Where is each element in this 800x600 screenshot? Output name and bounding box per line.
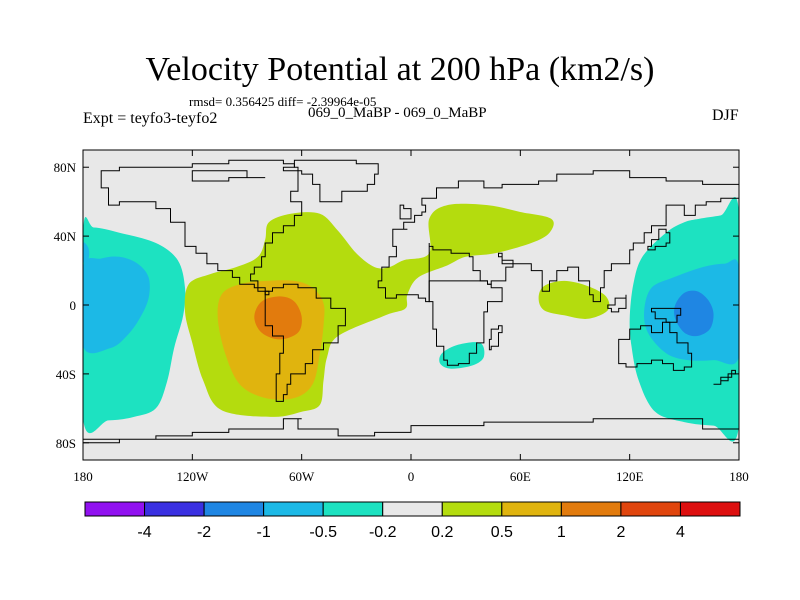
comparison-subtitle: 069_0_MaBP - 069_0_MaBP <box>308 105 487 121</box>
contour-region-pacific-east-minus-inner <box>674 290 714 337</box>
coastline-antarctica <box>83 418 739 444</box>
x-tick-label: 120W <box>176 469 209 484</box>
season-label: DJF <box>712 107 739 124</box>
colorbar-swatch <box>560 501 622 517</box>
x-tick-label: 180 <box>729 469 749 484</box>
chart-title: Velocity Potential at 200 hPa (km2/s) <box>145 51 655 88</box>
coastline-uk <box>399 204 412 220</box>
coastline-japan <box>647 228 671 251</box>
coastline-south-america <box>264 283 346 402</box>
y-tick-label: 40N <box>54 229 77 244</box>
colorbar-swatch <box>322 501 384 517</box>
coastline-north-america <box>100 159 303 296</box>
colorbar-level-label: 0.5 <box>491 524 513 541</box>
colorbar-swatch <box>203 501 265 517</box>
colorbar-level-label: -1 <box>257 524 271 541</box>
y-tick-label: 0 <box>70 298 77 313</box>
colorbar-level-label: 1 <box>557 524 566 541</box>
coastline-arctic-islands <box>191 170 266 182</box>
colorbar-swatch <box>679 501 741 517</box>
coastline-borneo-indonesia <box>607 294 627 313</box>
colorbar-swatch <box>144 501 205 517</box>
colorbar-level-label: 0.2 <box>431 524 453 541</box>
colorbar-swatch <box>263 501 324 517</box>
contour-region-pacific-west-edge-minus <box>83 242 90 263</box>
colorbar-swatch <box>441 501 503 517</box>
coastline-new-guinea <box>651 307 682 323</box>
coastline-new-zealand <box>713 369 736 385</box>
contour-region-pacific-west-minus-inner <box>83 256 150 354</box>
x-tick-label: 120E <box>616 469 644 484</box>
colorbar-level-label: -0.2 <box>369 524 397 541</box>
contour-region-africa-plus-inner <box>254 296 302 340</box>
x-tick-label: 60E <box>510 469 531 484</box>
x-tick-label: 60W <box>289 469 315 484</box>
coastline-madagascar <box>488 325 503 351</box>
colorbar-swatch <box>501 501 562 517</box>
coastline-greenland <box>282 159 379 203</box>
y-tick-label: 40S <box>56 367 76 382</box>
y-tick-label: 80S <box>56 436 76 451</box>
colorbar-swatch <box>84 501 146 517</box>
coastline-eurasia-africa <box>377 170 739 303</box>
colorbar-level-label: -0.5 <box>309 524 337 541</box>
contour-region-indian-ocean-plus <box>538 280 610 319</box>
contour-fill-layer <box>83 197 739 442</box>
coastline-africa-south <box>428 280 503 366</box>
colorbar-swatch <box>382 501 443 517</box>
x-tick-label: 0 <box>408 469 415 484</box>
coastline-australia <box>618 321 693 371</box>
colorbar-level-label: 2 <box>616 524 625 541</box>
coastline-layer <box>83 159 739 444</box>
x-tick-label: 180 <box>73 469 93 484</box>
colorbar-level-label: 4 <box>676 524 685 541</box>
experiment-label: Expt = teyfo3-teyfo2 <box>83 110 218 127</box>
axis-layer: 180 120W 60W 0 60E 120E 180 80N 40N 0 40S 80S <box>54 150 749 484</box>
colorbar-level-label: -4 <box>137 524 151 541</box>
rmsd-diff-stats: rmsd= 0.356425 diff= -2.39964e-05 <box>189 94 377 109</box>
colorbar-swatch <box>620 501 681 517</box>
y-tick-label: 80N <box>54 160 77 175</box>
colorbar: -4 -2 -1 -0.5 -0.2 0.2 0.5 1 2 4 <box>84 501 741 541</box>
contour-region-south-africa-minus <box>439 342 485 369</box>
colorbar-level-label: -2 <box>197 524 211 541</box>
